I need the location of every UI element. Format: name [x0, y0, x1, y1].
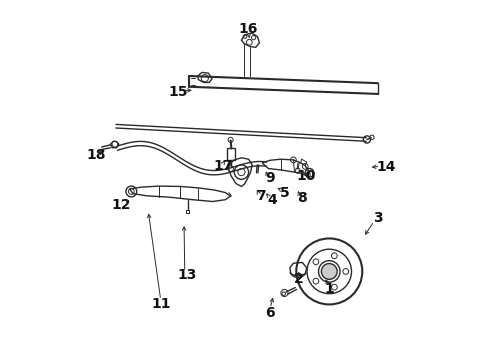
Text: 2: 2 — [294, 271, 304, 285]
Text: 4: 4 — [267, 193, 277, 207]
Text: 12: 12 — [112, 198, 131, 212]
Text: 5: 5 — [280, 185, 289, 199]
Text: 11: 11 — [151, 297, 171, 311]
Text: 3: 3 — [373, 211, 383, 225]
Text: 16: 16 — [239, 22, 258, 36]
Text: 18: 18 — [86, 148, 106, 162]
Text: 8: 8 — [297, 191, 307, 205]
Text: 7: 7 — [256, 189, 266, 203]
Text: 17: 17 — [214, 159, 233, 173]
Text: 13: 13 — [178, 268, 197, 282]
Text: 10: 10 — [296, 170, 316, 183]
Circle shape — [321, 264, 337, 279]
Text: 6: 6 — [265, 306, 275, 320]
Text: 9: 9 — [265, 171, 275, 185]
Text: 15: 15 — [169, 85, 189, 99]
Text: 14: 14 — [377, 161, 396, 175]
Text: 1: 1 — [324, 282, 334, 296]
